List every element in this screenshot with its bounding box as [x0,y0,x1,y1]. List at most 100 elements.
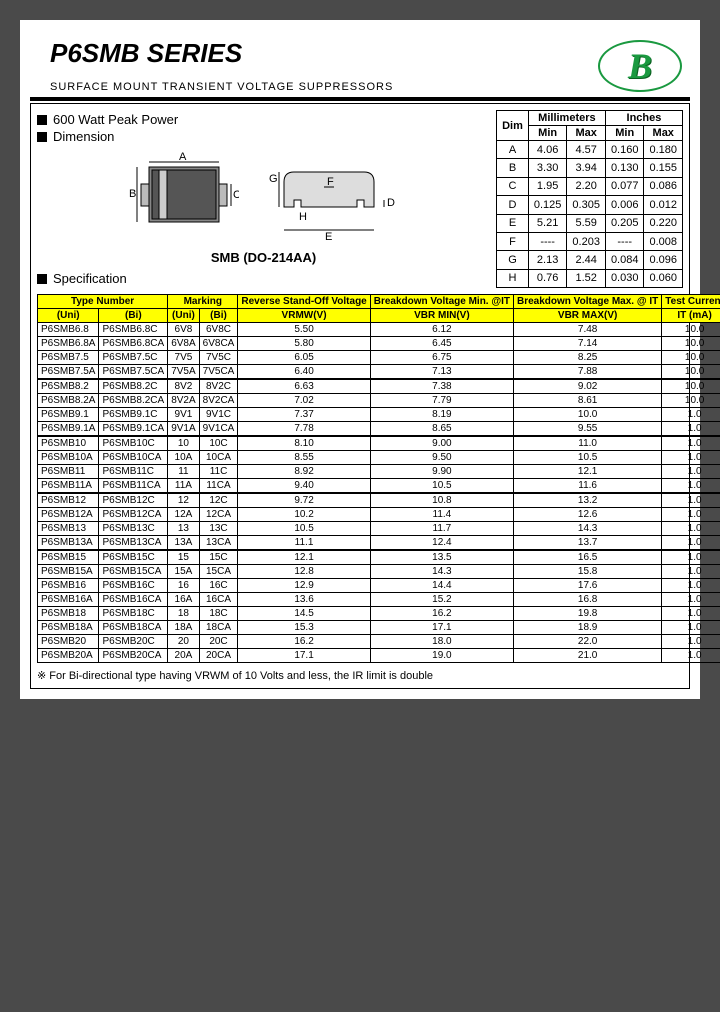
spec-cell: P6SMB16C [99,579,168,593]
spec-cell: 8.25 [514,351,662,365]
dim-cell: 0.006 [605,196,644,214]
spec-cell: 7V5CA [199,365,238,380]
spec-cell: 10.0 [514,408,662,422]
spec-cell: 1.0 [662,493,720,508]
spec-cell: 8.65 [370,422,513,437]
spec-cell: P6SMB11 [38,465,99,479]
spec-cell: 12.8 [238,565,370,579]
spec-cell: 11CA [199,479,238,494]
spec-cell: 8.19 [370,408,513,422]
spec-cell: 7.14 [514,337,662,351]
spec-cell: P6SMB10C [99,436,168,451]
spec-cell: 20CA [199,649,238,663]
spec-cell: 7.48 [514,323,662,337]
spec-cell: 5.50 [238,323,370,337]
spec-cell: P6SMB8.2A [38,394,99,408]
spec-cell: P6SMB12CA [99,508,168,522]
dim-cell: A [497,141,529,159]
spec-cell: 21.0 [514,649,662,663]
spec-cell: 12.1 [514,465,662,479]
spec-cell: 12 [168,493,199,508]
spec-cell: P6SMB15A [38,565,99,579]
subtitle: SURFACE MOUNT TRANSIENT VOLTAGE SUPPRESS… [50,81,598,93]
spec-cell: 15A [168,565,199,579]
package-drawing: B C A F G D H [37,152,490,242]
spec-cell: 7.13 [370,365,513,380]
spec-cell: 16.8 [514,593,662,607]
spec-cell: 9V1A [168,422,199,437]
dim-cell: 0.096 [644,251,683,269]
spec-cell: 1.0 [662,465,720,479]
dim-cell: C [497,177,529,195]
spec-cell: 8.55 [238,451,370,465]
dim-cell: 4.57 [567,141,606,159]
spec-cell: 19.0 [370,649,513,663]
dim-cell: ---- [605,232,644,250]
datasheet-page: P6SMB SERIES SURFACE MOUNT TRANSIENT VOL… [20,20,700,699]
spec-cell: 10.0 [662,394,720,408]
spec-cell: 15CA [199,565,238,579]
spec-cell: 11 [168,465,199,479]
spec-cell: 6V8C [199,323,238,337]
spec-cell: 20 [168,635,199,649]
spec-cell: P6SMB8.2C [99,379,168,394]
spec-cell: 16C [199,579,238,593]
svg-text:C: C [233,189,239,201]
spec-cell: 10.5 [514,451,662,465]
dim-cell: 0.012 [644,196,683,214]
spec-cell: 10.8 [370,493,513,508]
spec-cell: 9.72 [238,493,370,508]
spec-cell: P6SMB7.5A [38,365,99,380]
dim-cell: 4.06 [528,141,567,159]
spec-cell: P6SMB6.8CA [99,337,168,351]
spec-cell: 17.1 [238,649,370,663]
dim-cell: D [497,196,529,214]
spec-cell: 11.6 [514,479,662,494]
dim-cell: 0.125 [528,196,567,214]
spec-cell: 10.5 [238,522,370,536]
dim-cell: 5.59 [567,214,606,232]
spec-cell: 1.0 [662,436,720,451]
spec-cell: 12A [168,508,199,522]
spec-cell: P6SMB7.5C [99,351,168,365]
spec-cell: 16CA [199,593,238,607]
spec-cell: 7.37 [238,408,370,422]
spec-cell: 11C [199,465,238,479]
spec-cell: 10.0 [662,365,720,380]
spec-cell: 15.3 [238,621,370,635]
spec-cell: 1.0 [662,422,720,437]
svg-text:H: H [299,211,307,223]
spec-cell: 6V8 [168,323,199,337]
spec-cell: 8V2C [199,379,238,394]
spec-cell: 8.92 [238,465,370,479]
spec-cell: 13.2 [514,493,662,508]
spec-cell: 1.0 [662,579,720,593]
spec-cell: 16.5 [514,550,662,565]
spec-cell: P6SMB12A [38,508,99,522]
logo-letter: B [628,45,652,87]
spec-cell: 8V2A [168,394,199,408]
spec-cell: 6.75 [370,351,513,365]
bullet-power: 600 Watt Peak Power [53,112,178,127]
spec-cell: 10.0 [662,351,720,365]
spec-cell: 12.1 [238,550,370,565]
footnote: ※ For Bi-directional type having VRWM of… [37,669,683,682]
spec-cell: P6SMB18 [38,607,99,621]
spec-cell: 12.6 [514,508,662,522]
spec-cell: 18.9 [514,621,662,635]
spec-cell: 8.61 [514,394,662,408]
spec-cell: 10.2 [238,508,370,522]
spec-cell: 1.0 [662,550,720,565]
spec-cell: 14.3 [370,565,513,579]
spec-cell: 7.38 [370,379,513,394]
dim-cell: E [497,214,529,232]
spec-cell: 10.0 [662,379,720,394]
spec-cell: 10 [168,436,199,451]
spec-cell: 17.6 [514,579,662,593]
dim-cell: 0.180 [644,141,683,159]
spec-cell: 12C [199,493,238,508]
spec-cell: P6SMB16CA [99,593,168,607]
spec-cell: 10.0 [662,337,720,351]
spec-cell: 10.5 [370,479,513,494]
dim-cell: 3.30 [528,159,567,177]
